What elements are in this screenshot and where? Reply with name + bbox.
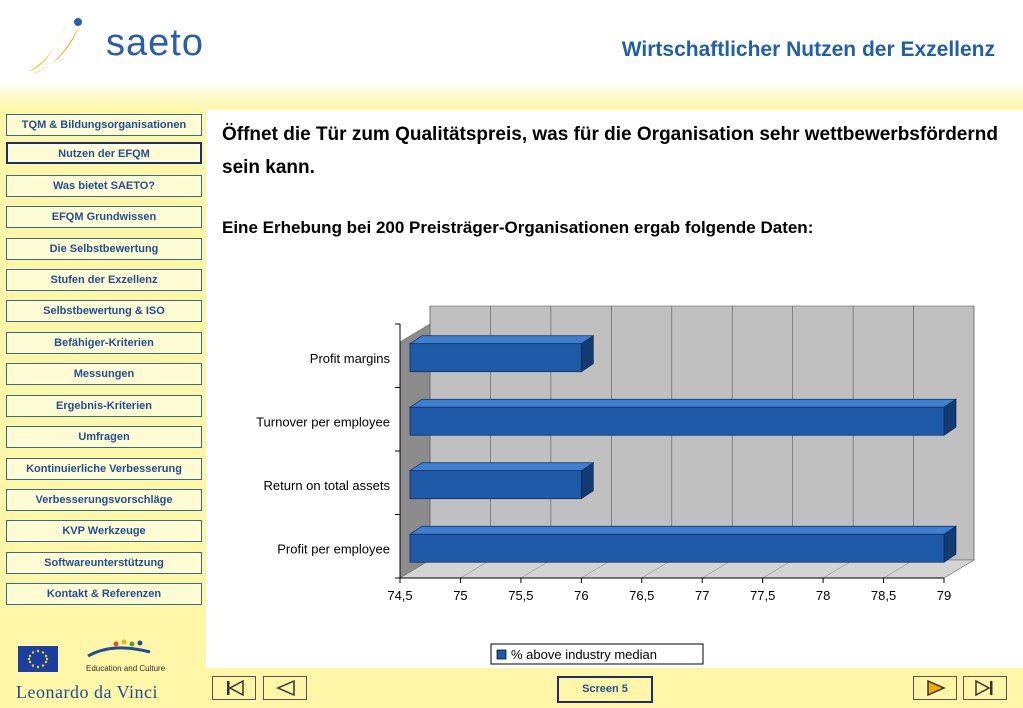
- page-title: Wirtschaftlicher Nutzen der Exzellenz: [621, 38, 995, 61]
- floor-gridline: [822, 559, 854, 579]
- intro-paragraph: Öffnet die Tür zum Qualitätspreis, was f…: [222, 124, 998, 178]
- education-culture-icon: [87, 639, 151, 658]
- survey-paragraph: Eine Erhebung bei 200 Preisträger-Organi…: [222, 218, 814, 237]
- sidebar-item[interactable]: Ergebnis-Kriterien: [6, 395, 202, 417]
- category-label: Profit margins: [310, 351, 391, 366]
- header: saeto Wirtschaftlicher Nutzen der Exzell…: [0, 0, 1023, 86]
- sidebar-item[interactable]: Selbstbewertung & ISO: [6, 300, 202, 322]
- category-label: Turnover per employee: [256, 414, 390, 429]
- sidebar-item[interactable]: Nutzen der EFQM: [6, 142, 202, 164]
- sidebar-item[interactable]: Befähiger-Kriterien: [6, 332, 202, 354]
- x-tick-label: 78,5: [871, 588, 896, 603]
- sidebar-item[interactable]: Die Selbstbewertung: [6, 238, 202, 260]
- eu-flag-icon: [18, 646, 58, 672]
- sidebar-item[interactable]: Kontakt & Referenzen: [6, 583, 202, 605]
- header-band: [0, 86, 1023, 110]
- skip-last-icon: [975, 679, 993, 697]
- floor-gridline: [460, 559, 491, 579]
- floor-gridline: [762, 559, 793, 579]
- bar-top: [408, 525, 958, 535]
- sidebar-item[interactable]: Was bietet SAETO?: [6, 175, 202, 197]
- sidebar-item[interactable]: Verbesserungsvorschläge: [6, 489, 202, 511]
- bar-top: [408, 462, 595, 472]
- sidebar-item[interactable]: EFQM Grundwissen: [6, 206, 202, 228]
- x-tick-label: 76,5: [629, 588, 654, 603]
- triangle-left-icon: [276, 679, 295, 697]
- x-tick-label: 75,5: [508, 588, 533, 603]
- floor-gridline: [399, 559, 431, 579]
- sidebar-item[interactable]: Stufen der Exzellenz: [6, 269, 202, 291]
- category-label: Return on total assets: [264, 478, 391, 493]
- leonardo-da-vinci-label: Leonardo da Vinci: [16, 682, 159, 702]
- sidebar-item[interactable]: TQM & Bildungsorganisationen: [6, 114, 202, 136]
- x-tick-label: 74,5: [387, 588, 412, 603]
- sidebar-item[interactable]: Umfragen: [6, 426, 202, 448]
- sidebar-item[interactable]: KVP Werkzeuge: [6, 520, 202, 542]
- next-page-button[interactable]: [913, 676, 957, 700]
- sidebar-item[interactable]: Kontinuierliche Verbesserung: [6, 458, 202, 480]
- x-tick-label: 78: [816, 588, 830, 603]
- floor-gridline: [581, 559, 612, 579]
- floor-gridline: [702, 559, 733, 579]
- logo-text: saeto: [106, 22, 204, 64]
- x-tick-label: 77,5: [750, 588, 775, 603]
- screen-indicator: Screen 5: [557, 676, 653, 703]
- bar: [409, 343, 582, 373]
- legend-swatch: [496, 649, 507, 660]
- bar: [409, 406, 945, 436]
- last-page-button[interactable]: [963, 676, 1007, 700]
- saeto-logo: saeto: [20, 12, 203, 82]
- floor-gridline: [641, 559, 672, 579]
- x-tick-label: 76: [574, 588, 588, 603]
- category-label: Profit per employee: [277, 541, 390, 556]
- bar-top: [408, 335, 595, 345]
- x-tick-label: 77: [695, 588, 709, 603]
- sidebar-item[interactable]: Messungen: [6, 363, 202, 385]
- saeto-swoosh-icon: [28, 18, 82, 74]
- bar-chart: 74,5 75 75,5 76 76,5 77 77,5 78 78,5 79 Profit mar…: [256, 305, 976, 665]
- floor-gridline: [943, 559, 975, 579]
- skip-first-icon: [227, 679, 244, 697]
- legend-label: % above industry median: [511, 647, 657, 662]
- x-tick-label: 79: [937, 588, 951, 603]
- education-culture-label: Education and Culture: [86, 664, 166, 673]
- previous-page-button[interactable]: [263, 676, 307, 700]
- bar: [409, 533, 945, 563]
- x-tick-label: 75: [453, 588, 467, 603]
- bar: [409, 470, 582, 500]
- triangle-right-icon: [927, 679, 946, 697]
- sidebar-item[interactable]: Softwareunterstützung: [6, 552, 202, 574]
- legend-box: [490, 643, 704, 665]
- main-content: Öffnet die Tür zum Qualitätspreis, was f…: [206, 110, 1023, 668]
- floor-gridline: [883, 559, 914, 579]
- first-page-button[interactable]: [212, 676, 256, 700]
- bar-top: [408, 398, 958, 408]
- floor-gridline: [520, 559, 552, 579]
